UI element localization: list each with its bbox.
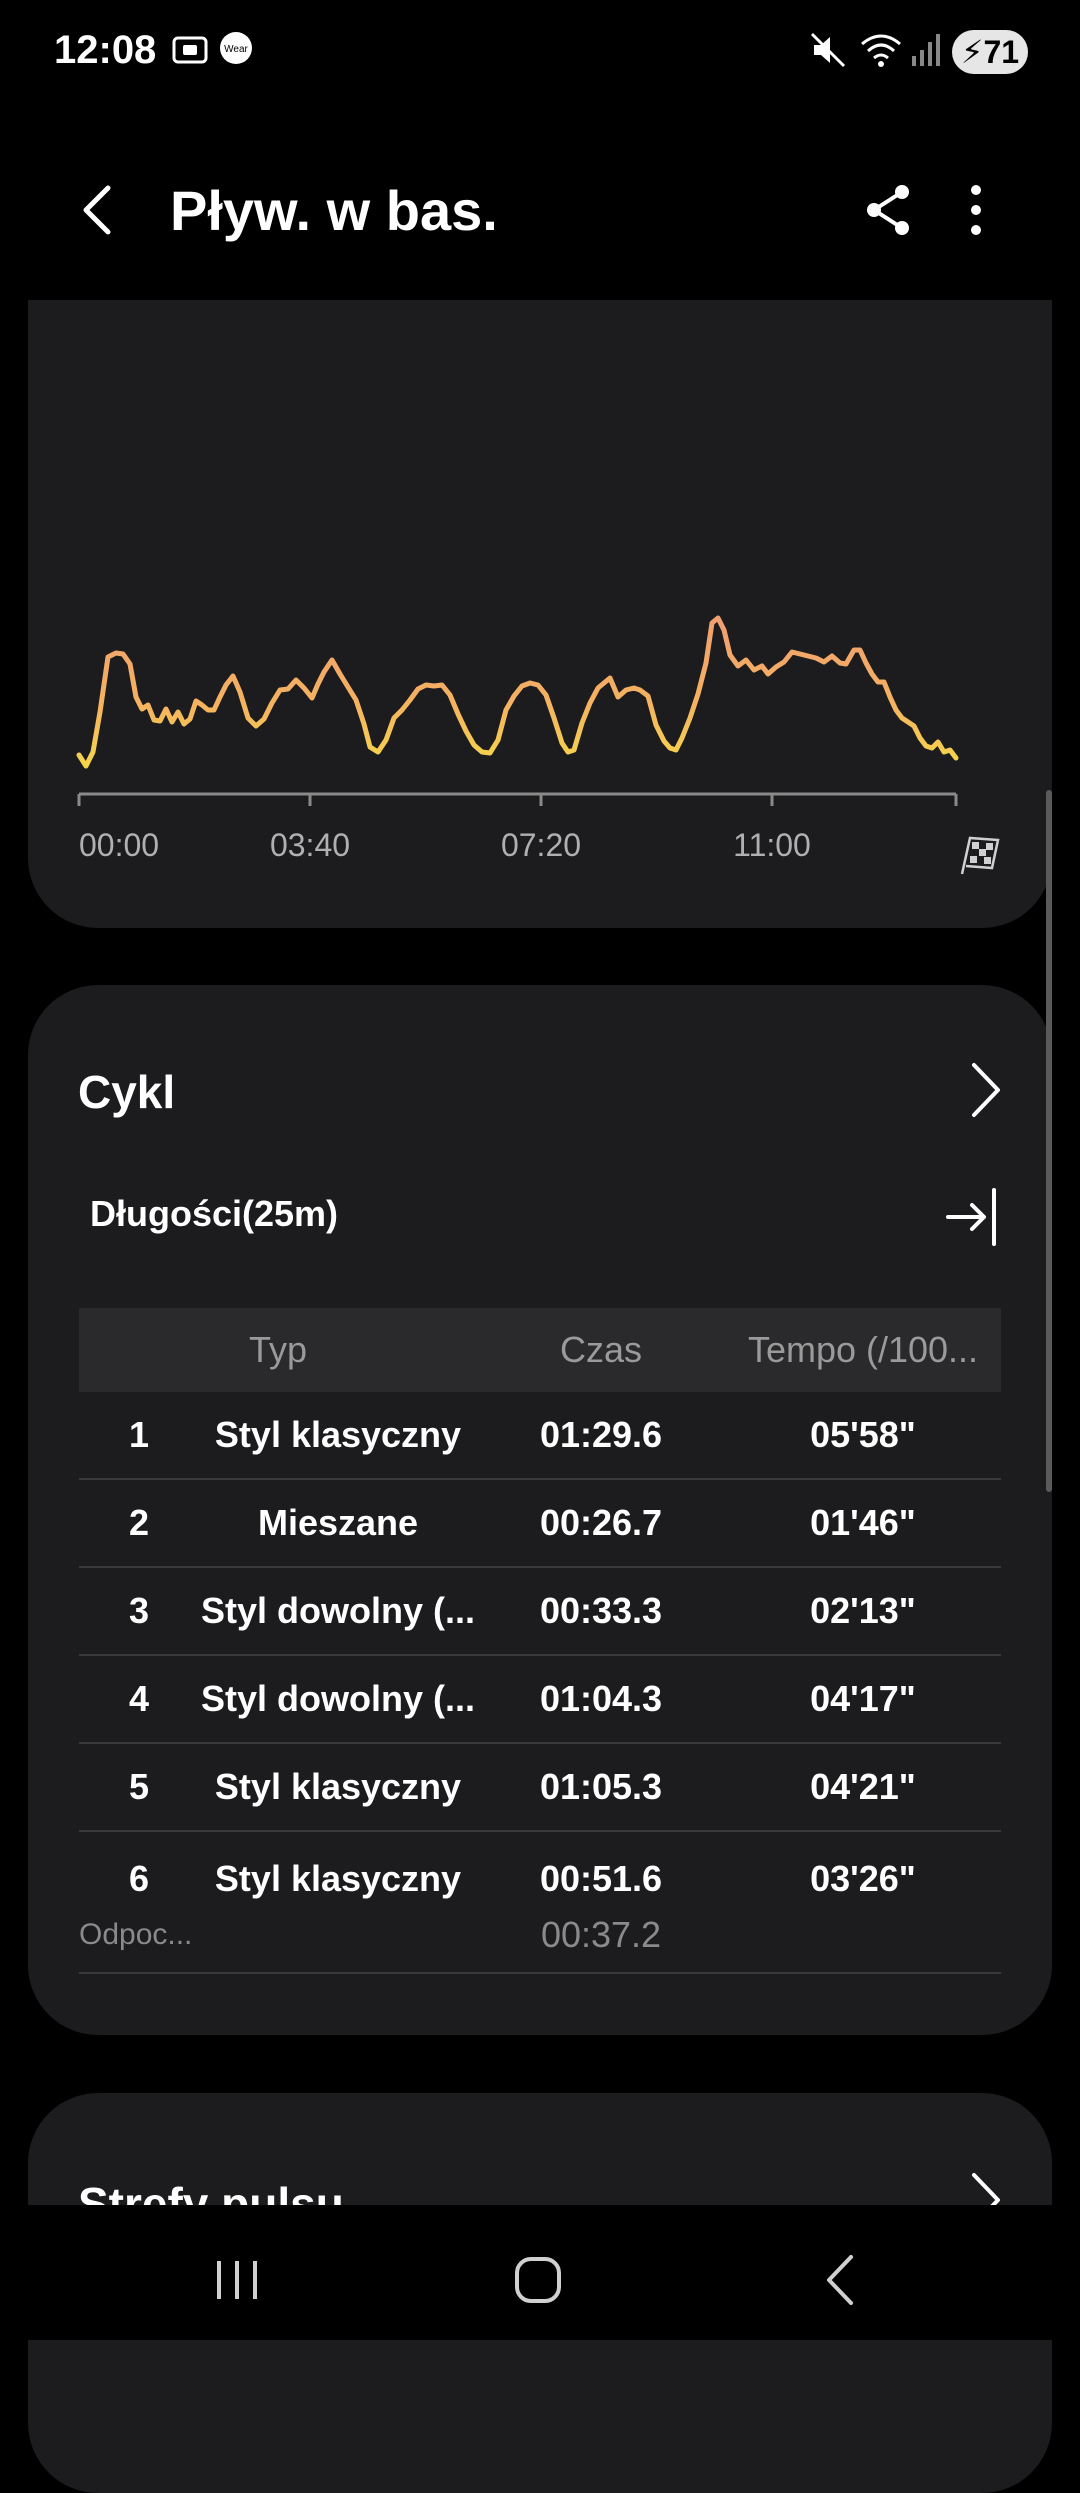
table-row: 1 Styl klasyczny 01:29.6 05'58": [79, 1392, 1001, 1480]
header-czas: Czas: [559, 1329, 643, 1370]
row-number: 6: [128, 1858, 150, 1899]
expand-arrow-icon[interactable]: [944, 1182, 1004, 1252]
table-header: Typ Czas Tempo (/100...: [79, 1308, 1001, 1392]
charging-icon: ⚡: [960, 34, 984, 70]
table-row: 4 Styl dowolny (... 01:04.3 04'17": [79, 1656, 1001, 1744]
x-tick-label: 00:00: [79, 827, 159, 863]
row-time: 00:26.7: [539, 1502, 663, 1543]
heart-rate-line: [76, 615, 959, 769]
row-time: 00:33.3: [539, 1590, 663, 1631]
row-pace: 04'21": [810, 1766, 916, 1807]
row-number: 4: [128, 1678, 150, 1719]
status-bar: 12:08 Wear ⚡ 71: [0, 0, 1080, 100]
table-row: 2 Mieszane 00:26.7 01'46": [79, 1480, 1001, 1568]
rest-label: Odpoc...: [79, 1918, 193, 1951]
chevron-right-icon[interactable]: [960, 1055, 1010, 1125]
row-pace: 04'17": [810, 1678, 916, 1719]
x-tick-label: 07:20: [501, 827, 581, 863]
finish-flag-icon: [960, 836, 1000, 875]
row-time: 01:29.6: [539, 1414, 663, 1455]
x-tick-label: 11:00: [733, 827, 811, 863]
table-row: 5 Styl klasyczny 01:05.3 04'21": [79, 1744, 1001, 1832]
status-time: 12:08: [54, 28, 157, 72]
row-pace: 01'46": [810, 1502, 916, 1543]
row-time: 01:04.3: [539, 1678, 663, 1719]
row-pace: 02'13": [810, 1590, 916, 1631]
recent-apps-button[interactable]: [192, 2235, 282, 2325]
share-button[interactable]: [858, 180, 918, 240]
row-number: 3: [128, 1590, 150, 1631]
row-type: Styl klasyczny: [214, 1414, 462, 1455]
row-type: Styl klasyczny: [214, 1766, 462, 1807]
row-time: 00:51.6: [539, 1858, 663, 1899]
home-button[interactable]: [493, 2235, 583, 2325]
table-row: 3 Styl dowolny (... 00:33.3 02'13": [79, 1568, 1001, 1656]
app-bar: Pływ. w bas.: [0, 150, 1080, 270]
scrollbar[interactable]: [1046, 790, 1052, 1492]
screenshot-icon: [172, 36, 208, 64]
row-number: 1: [128, 1414, 150, 1455]
lengths-label: Długości(25m): [90, 1193, 339, 1234]
svg-text:Wear: Wear: [224, 44, 248, 55]
heart-rate-chart-card: 00:00 03:40 07:20 11:00: [28, 300, 1052, 928]
laps-table: Typ Czas Tempo (/100... 1 Styl klasyczny…: [79, 1308, 1001, 1974]
row-time: 01:05.3: [539, 1766, 663, 1807]
navigation-bar: [0, 2205, 1080, 2340]
row-number: 2: [128, 1502, 150, 1543]
row-type: Styl dowolny (...: [200, 1678, 475, 1719]
row-type: Mieszane: [257, 1502, 419, 1543]
rest-time: 00:37.2: [540, 1914, 662, 1955]
table-row: 6 Styl klasyczny 00:51.6 03'26" Odpoc...…: [79, 1832, 1001, 1974]
page-title: Pływ. w bas.: [170, 179, 498, 242]
battery-indicator: ⚡ 71: [952, 30, 1028, 74]
nav-back-button[interactable]: [797, 2235, 887, 2325]
header-tempo: Tempo (/100...: [747, 1329, 979, 1370]
row-number: 5: [128, 1766, 150, 1807]
more-options-button[interactable]: [956, 180, 996, 240]
x-tick-label: 03:40: [270, 827, 350, 863]
cycle-card: Cykl Długości(25m) Typ Czas Tempo (/100.…: [28, 985, 1052, 2035]
row-pace: 03'26": [810, 1858, 916, 1899]
back-button[interactable]: [70, 180, 130, 240]
row-type: Styl klasyczny: [214, 1858, 462, 1899]
row-pace: 05'58": [810, 1414, 916, 1455]
signal-icon: [912, 34, 940, 66]
battery-level: 71: [983, 33, 1020, 70]
heart-rate-chart: 00:00 03:40 07:20 11:00: [76, 615, 1000, 875]
wifi-icon: [861, 34, 901, 67]
wear-icon: Wear: [220, 32, 252, 64]
header-typ: Typ: [248, 1329, 308, 1370]
row-type: Styl dowolny (...: [200, 1590, 475, 1631]
cycle-title: Cykl: [78, 1066, 176, 1118]
mute-icon: [810, 32, 846, 68]
